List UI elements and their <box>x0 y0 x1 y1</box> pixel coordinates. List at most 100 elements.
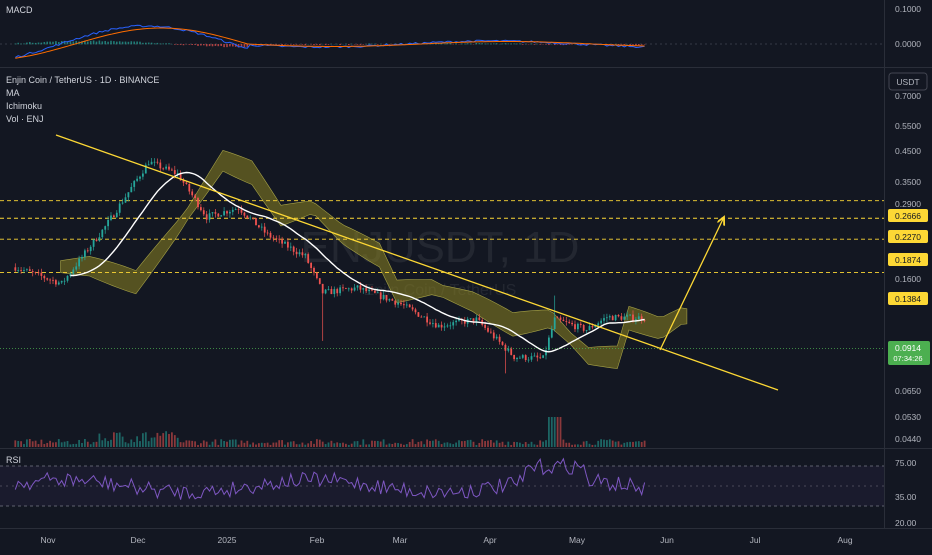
candle-body <box>217 214 219 217</box>
price-label: 0.0440 <box>895 434 921 444</box>
volume-bar <box>467 440 469 447</box>
macd-bar <box>345 44 347 45</box>
volume-bar <box>128 443 130 447</box>
macd-bar <box>444 44 446 45</box>
volume-bar <box>244 443 246 447</box>
volume-bar <box>188 441 190 447</box>
volume-bar <box>415 444 417 447</box>
volume-bar <box>505 445 507 447</box>
candle-body <box>125 197 127 202</box>
macd-bar <box>534 44 536 45</box>
candle-body <box>139 177 141 179</box>
macd-bar <box>293 44 295 45</box>
volume-bar <box>157 433 159 447</box>
candle-body <box>380 292 382 299</box>
symbol-title[interactable]: Enjin Coin / TetherUS · 1D · BINANCE <box>6 75 159 85</box>
macd-pane[interactable]: MACD 0.1000 0.0000 <box>0 4 921 58</box>
descending-trendline[interactable] <box>56 135 778 390</box>
volume-bar <box>397 443 399 447</box>
candle-body <box>534 356 536 357</box>
candle-body <box>90 247 92 251</box>
rsi-pane[interactable]: RSI 75.00 35.00 20.00 <box>0 455 917 528</box>
volume-bar <box>618 441 620 447</box>
macd-bar <box>490 44 492 45</box>
volume-bar <box>548 417 550 447</box>
macd-bar <box>41 43 43 45</box>
volume-bar <box>551 417 553 447</box>
volume-bar <box>52 442 54 447</box>
candle-body <box>128 192 130 197</box>
volume-bar <box>75 444 77 447</box>
candle-body <box>55 280 57 284</box>
candle-body <box>589 326 591 330</box>
candle-body <box>426 317 428 323</box>
candle-body <box>383 295 385 299</box>
volume-bar <box>296 444 298 447</box>
breakout-projection-arrow[interactable] <box>660 217 724 350</box>
price-label: 0.0530 <box>895 412 921 422</box>
candle-body <box>507 349 509 351</box>
candle-body <box>226 211 228 213</box>
volume-bar <box>113 432 115 447</box>
indicator-volume[interactable]: Vol · ENJ <box>6 114 44 124</box>
volume-bar <box>490 440 492 447</box>
macd-bar <box>232 44 234 46</box>
candle-body <box>339 287 341 293</box>
volume-bar <box>496 440 498 447</box>
candle-body <box>159 163 161 169</box>
volume-bar <box>217 445 219 447</box>
volume-bar <box>191 441 193 447</box>
macd-bar <box>351 44 353 45</box>
candle-body <box>429 322 431 323</box>
indicator-ma[interactable]: MA <box>6 88 20 98</box>
volume-bar <box>513 442 515 447</box>
candle-body <box>336 289 338 293</box>
volume-bar <box>386 445 388 447</box>
candle-body <box>278 239 280 240</box>
macd-bar <box>136 41 138 44</box>
volume-bar <box>571 445 573 447</box>
chart-legend[interactable]: Enjin Coin / TetherUS · 1D · BINANCE MA … <box>6 75 159 124</box>
volume-bar <box>629 442 631 447</box>
candle-body <box>241 209 243 212</box>
candle-body <box>162 168 164 169</box>
volume-bar <box>229 440 231 447</box>
time-axis[interactable]: Nov Dec 2025 Feb Mar Apr May Jun Jul Aug <box>40 535 852 545</box>
volume-bar <box>136 436 138 447</box>
candle-body <box>168 167 170 170</box>
candle-body <box>391 299 393 301</box>
price-axis[interactable]: USDT 0.7000 0.5500 0.4500 0.3500 0.2900 … <box>888 73 930 444</box>
candle-body <box>406 305 408 306</box>
currency-button-label[interactable]: USDT <box>896 77 919 87</box>
macd-bar <box>516 44 518 45</box>
candle-body <box>490 332 492 333</box>
volume-bar <box>597 441 599 447</box>
rsi-axis-35: 35.00 <box>895 492 917 502</box>
macd-bar <box>368 43 370 44</box>
candle-body <box>188 184 190 192</box>
candle-body <box>531 356 533 359</box>
macd-bar <box>455 43 457 44</box>
candle-body <box>325 290 327 294</box>
candle-body <box>571 323 573 324</box>
volume-bar <box>441 444 443 447</box>
indicator-ichimoku[interactable]: Ichimoku <box>6 101 42 111</box>
candle-body <box>186 183 188 184</box>
candle-body <box>29 269 31 271</box>
volume-bar <box>194 441 196 447</box>
volume-bar <box>481 439 483 447</box>
volume-bar <box>200 443 202 447</box>
volume-bar <box>333 443 335 447</box>
volume-bar <box>70 444 72 447</box>
candle-body <box>470 318 472 319</box>
macd-bar <box>223 44 225 47</box>
volume-bar <box>470 440 472 447</box>
volume-bar <box>197 445 199 447</box>
volume-bar <box>423 444 425 447</box>
macd-bar <box>467 43 469 44</box>
volume-bar <box>409 442 411 447</box>
volume-bar <box>302 443 304 447</box>
volume-bar <box>38 444 40 447</box>
